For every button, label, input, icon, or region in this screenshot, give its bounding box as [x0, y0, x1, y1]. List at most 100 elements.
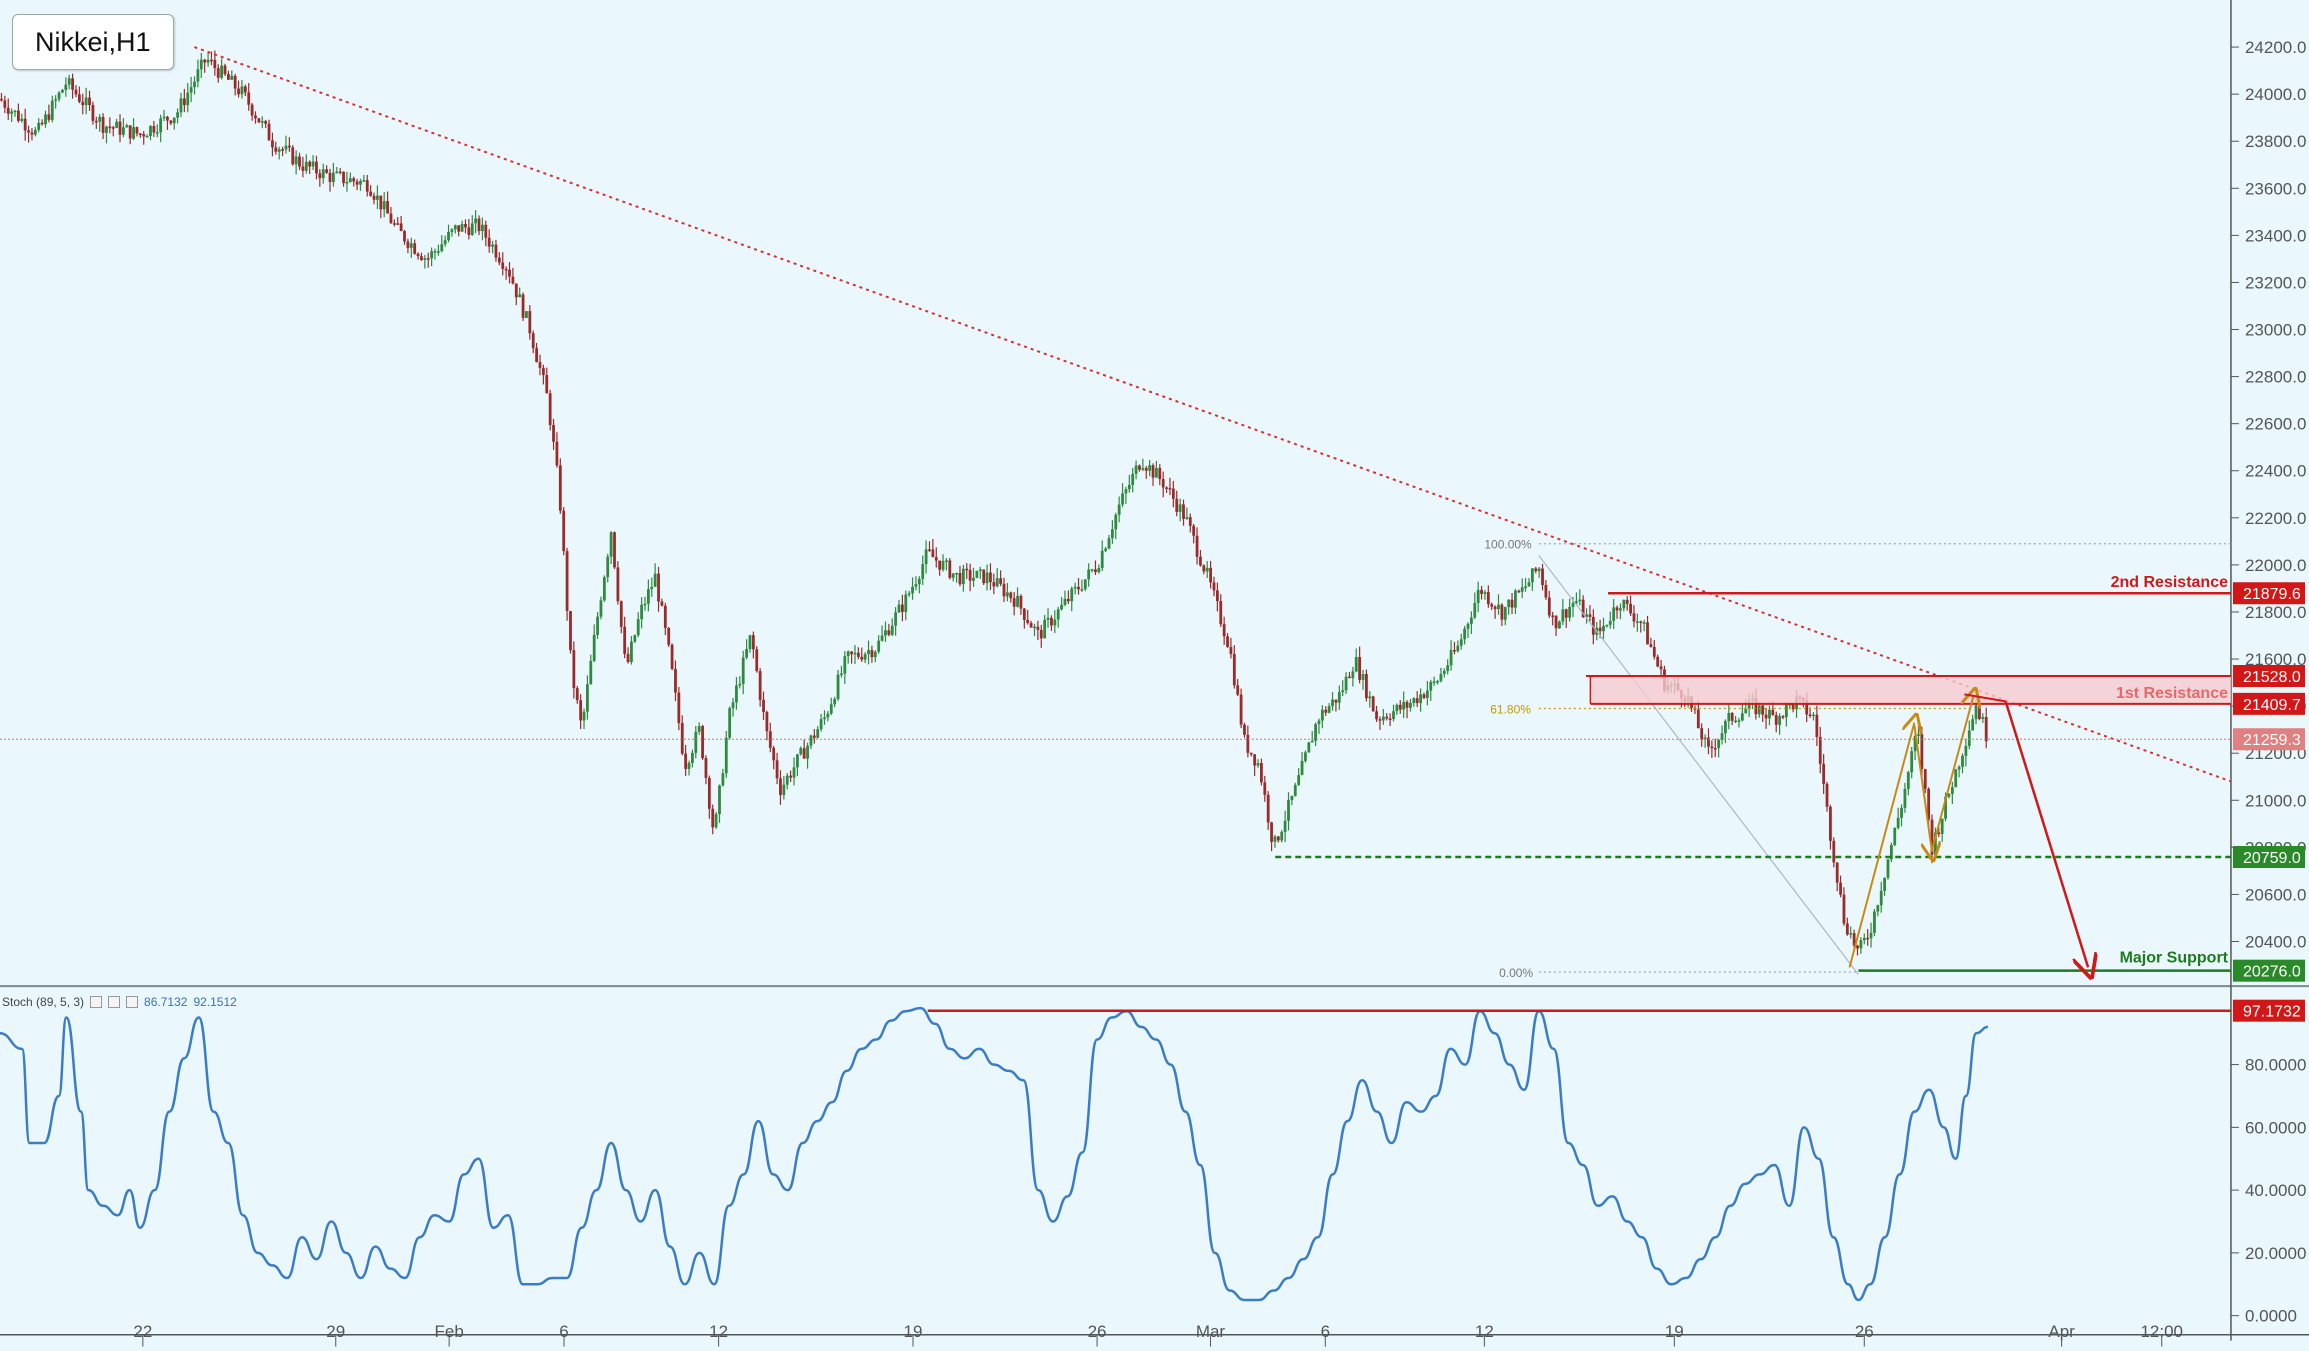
candle-body: [863, 654, 867, 660]
candle-body: [1541, 568, 1544, 586]
candle-body: [420, 256, 423, 260]
stoch-legend: Stoch (89, 5, 3) 86.7132 92.1512: [2, 995, 237, 1009]
candle-body: [331, 172, 335, 182]
candle-body: [484, 224, 488, 238]
candle-body: [829, 704, 833, 714]
stoch-tick-label: 60.0000: [2245, 1118, 2306, 1137]
candle-body: [1486, 592, 1490, 605]
candle-body: [149, 126, 152, 136]
candle-body: [643, 603, 647, 606]
candle-body: [33, 129, 37, 135]
candle-body: [1127, 484, 1131, 490]
price-tick-label: 22000.0: [2245, 556, 2306, 575]
candle-body: [1845, 923, 1849, 935]
candle-body: [1503, 607, 1507, 620]
stoch-settings-icon[interactable]: [90, 996, 103, 1008]
candle-body: [1012, 598, 1016, 607]
candle-body: [1937, 832, 1941, 835]
candle-body: [1849, 933, 1853, 935]
candle-body: [1497, 604, 1500, 610]
candle-body: [1283, 820, 1287, 832]
candle-body: [1429, 681, 1433, 691]
candle-body: [1466, 623, 1470, 629]
stoch-visibility-icon[interactable]: [108, 996, 121, 1008]
candle-body: [1652, 647, 1656, 657]
price-tick-label: 23200.0: [2245, 273, 2306, 292]
candle-body: [440, 244, 444, 252]
candle-body: [1473, 602, 1477, 618]
candle-body: [1842, 894, 1846, 924]
candle-body: [1876, 905, 1880, 912]
candle-body: [1117, 504, 1121, 515]
candle-body: [182, 98, 186, 106]
candle-body: [226, 74, 230, 80]
candle-body: [1005, 592, 1009, 597]
candle-body: [1381, 716, 1385, 721]
candle-body: [1100, 550, 1104, 569]
candle-body: [44, 114, 47, 125]
candle-body: [1700, 728, 1704, 740]
candle-body: [1097, 568, 1101, 573]
candle-body: [552, 425, 555, 442]
candle-body: [816, 729, 820, 738]
candle-body: [206, 59, 210, 63]
candle-body: [1168, 487, 1172, 490]
candle-body: [514, 283, 518, 298]
candle-body: [1412, 698, 1416, 703]
candle-body: [1378, 719, 1382, 721]
candle-body: [125, 125, 129, 128]
candle-body: [1260, 763, 1263, 783]
candle-body: [1019, 595, 1023, 609]
candle-body: [1195, 535, 1199, 557]
candle-body: [203, 59, 207, 63]
candle-body: [1453, 650, 1456, 652]
candle-body: [1754, 698, 1758, 715]
price-tick-label: 21600.0: [2245, 650, 2306, 669]
candle-body: [1639, 621, 1643, 623]
candle-body: [186, 92, 190, 106]
stoch-layer: [0, 1006, 2231, 1302]
candle-body: [1131, 473, 1135, 485]
candle-body: [1534, 568, 1538, 572]
time-tick-label: Apr: [2048, 1322, 2075, 1341]
candle-body: [860, 656, 864, 660]
candle-body: [1927, 788, 1931, 820]
candle-body: [1947, 793, 1951, 797]
candle-body: [436, 251, 440, 253]
resistance1-zone: [1590, 675, 2231, 704]
candle-body: [707, 777, 711, 809]
candle-body: [1920, 734, 1924, 770]
candle-body: [748, 635, 752, 650]
candle-body: [657, 573, 660, 602]
candle-body: [379, 195, 383, 210]
candle-body: [626, 653, 630, 662]
candle-body: [10, 111, 14, 114]
candle-body: [443, 240, 447, 245]
time-tick-label: 22: [133, 1322, 152, 1341]
candle-body: [1822, 763, 1826, 784]
candle-body: [985, 572, 989, 584]
candle-body: [1155, 468, 1158, 478]
stoch-close-icon[interactable]: [126, 996, 139, 1008]
candle-body: [196, 69, 200, 82]
candle-body: [348, 178, 352, 183]
candle-body: [101, 116, 105, 133]
candle-body: [518, 294, 522, 298]
candle-body: [1954, 769, 1958, 788]
price-tick-label: 21000.0: [2245, 791, 2306, 810]
candle-body: [667, 627, 671, 645]
candle-body: [724, 737, 728, 774]
candle-body: [20, 118, 24, 121]
candle-body: [416, 253, 420, 257]
candle-body: [609, 532, 613, 557]
candle-body: [210, 59, 213, 62]
candle-body: [528, 311, 532, 334]
candle-body: [372, 195, 376, 200]
candle-body: [606, 556, 610, 578]
tag-stoch-level-bg: [2232, 999, 2305, 1022]
candle-body: [1212, 582, 1216, 591]
candle-body: [558, 465, 562, 511]
candle-body: [142, 134, 146, 137]
candle-body: [1507, 599, 1511, 608]
